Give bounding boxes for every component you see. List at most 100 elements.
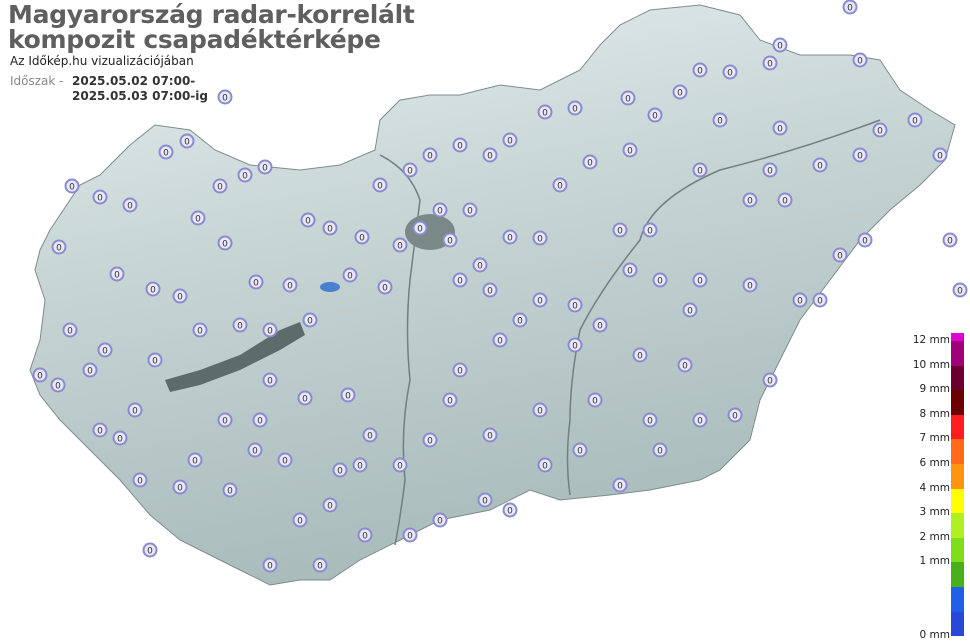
station-marker[interactable]: 0 xyxy=(372,177,388,193)
station-marker[interactable]: 0 xyxy=(357,527,373,543)
station-marker[interactable]: 0 xyxy=(512,312,528,328)
station-marker[interactable]: 0 xyxy=(192,322,208,338)
station-marker[interactable]: 0 xyxy=(942,232,958,248)
station-marker[interactable]: 0 xyxy=(592,317,608,333)
station-marker[interactable]: 0 xyxy=(109,266,125,282)
station-marker[interactable]: 0 xyxy=(612,477,628,493)
station-marker[interactable]: 0 xyxy=(302,312,318,328)
station-marker[interactable]: 0 xyxy=(692,272,708,288)
station-marker[interactable]: 0 xyxy=(172,479,188,495)
station-marker[interactable]: 0 xyxy=(482,147,498,163)
station-marker[interactable]: 0 xyxy=(145,281,161,297)
station-marker[interactable]: 0 xyxy=(51,239,67,255)
station-marker[interactable]: 0 xyxy=(262,322,278,338)
station-marker[interactable]: 0 xyxy=(452,362,468,378)
station-marker[interactable]: 0 xyxy=(907,112,923,128)
station-marker[interactable]: 0 xyxy=(340,387,356,403)
station-marker[interactable]: 0 xyxy=(722,64,738,80)
station-marker[interactable]: 0 xyxy=(692,162,708,178)
station-marker[interactable]: 0 xyxy=(62,322,78,338)
station-marker[interactable]: 0 xyxy=(50,377,66,393)
station-marker[interactable]: 0 xyxy=(567,297,583,313)
station-marker[interactable]: 0 xyxy=(92,189,108,205)
station-marker[interactable]: 0 xyxy=(179,133,195,149)
station-marker[interactable]: 0 xyxy=(647,107,663,123)
station-marker[interactable]: 0 xyxy=(852,147,868,163)
station-marker[interactable]: 0 xyxy=(442,392,458,408)
station-marker[interactable]: 0 xyxy=(482,427,498,443)
station-marker[interactable]: 0 xyxy=(432,202,448,218)
station-marker[interactable]: 0 xyxy=(642,222,658,238)
station-marker[interactable]: 0 xyxy=(537,457,553,473)
station-marker[interactable]: 0 xyxy=(252,412,268,428)
station-marker[interactable]: 0 xyxy=(222,482,238,498)
station-marker[interactable]: 0 xyxy=(552,177,568,193)
station-marker[interactable]: 0 xyxy=(127,402,143,418)
station-marker[interactable]: 0 xyxy=(97,342,113,358)
station-marker[interactable]: 0 xyxy=(82,362,98,378)
station-marker[interactable]: 0 xyxy=(762,372,778,388)
station-marker[interactable]: 0 xyxy=(158,144,174,160)
station-marker[interactable]: 0 xyxy=(412,220,428,236)
station-marker[interactable]: 0 xyxy=(402,162,418,178)
station-marker[interactable]: 0 xyxy=(352,457,368,473)
station-marker[interactable]: 0 xyxy=(262,557,278,573)
station-marker[interactable]: 0 xyxy=(652,442,668,458)
station-marker[interactable]: 0 xyxy=(852,52,868,68)
station-marker[interactable]: 0 xyxy=(282,277,298,293)
station-marker[interactable]: 0 xyxy=(532,230,548,246)
station-marker[interactable]: 0 xyxy=(402,527,418,543)
station-marker[interactable]: 0 xyxy=(452,272,468,288)
station-marker[interactable]: 0 xyxy=(492,332,508,348)
station-marker[interactable]: 0 xyxy=(762,55,778,71)
station-marker[interactable]: 0 xyxy=(692,412,708,428)
station-marker[interactable]: 0 xyxy=(147,352,163,368)
station-marker[interactable]: 0 xyxy=(612,222,628,238)
station-marker[interactable]: 0 xyxy=(932,147,948,163)
station-marker[interactable]: 0 xyxy=(432,512,448,528)
station-marker[interactable]: 0 xyxy=(567,100,583,116)
station-marker[interactable]: 0 xyxy=(772,37,788,53)
station-marker[interactable]: 0 xyxy=(212,178,228,194)
station-marker[interactable]: 0 xyxy=(812,157,828,173)
station-marker[interactable]: 0 xyxy=(832,247,848,263)
station-marker[interactable]: 0 xyxy=(322,220,338,236)
station-marker[interactable]: 0 xyxy=(190,210,206,226)
station-marker[interactable]: 0 xyxy=(292,512,308,528)
station-marker[interactable]: 0 xyxy=(422,147,438,163)
station-marker[interactable]: 0 xyxy=(112,430,128,446)
station-marker[interactable]: 0 xyxy=(32,367,48,383)
station-marker[interactable]: 0 xyxy=(377,279,393,295)
station-marker[interactable]: 0 xyxy=(742,192,758,208)
station-marker[interactable]: 0 xyxy=(532,292,548,308)
station-marker[interactable]: 0 xyxy=(842,0,858,15)
station-marker[interactable]: 0 xyxy=(792,292,808,308)
station-marker[interactable]: 0 xyxy=(217,89,233,105)
station-marker[interactable]: 0 xyxy=(237,167,253,183)
station-marker[interactable]: 0 xyxy=(332,462,348,478)
station-marker[interactable]: 0 xyxy=(632,347,648,363)
station-marker[interactable]: 0 xyxy=(392,457,408,473)
station-marker[interactable]: 0 xyxy=(727,407,743,423)
station-marker[interactable]: 0 xyxy=(682,302,698,318)
station-marker[interactable]: 0 xyxy=(582,154,598,170)
station-marker[interactable]: 0 xyxy=(620,90,636,106)
station-marker[interactable]: 0 xyxy=(362,427,378,443)
station-marker[interactable]: 0 xyxy=(572,442,588,458)
station-marker[interactable]: 0 xyxy=(777,192,793,208)
station-marker[interactable]: 0 xyxy=(122,197,138,213)
station-marker[interactable]: 0 xyxy=(762,162,778,178)
station-marker[interactable]: 0 xyxy=(392,237,408,253)
station-marker[interactable]: 0 xyxy=(452,137,468,153)
station-marker[interactable]: 0 xyxy=(232,317,248,333)
station-marker[interactable]: 0 xyxy=(142,542,158,558)
station-marker[interactable]: 0 xyxy=(502,132,518,148)
station-marker[interactable]: 0 xyxy=(300,212,316,228)
station-marker[interactable]: 0 xyxy=(277,452,293,468)
station-marker[interactable]: 0 xyxy=(322,497,338,513)
precipitation-map[interactable]: 0 0 0 0 0 0 0 0 0 0 0 0 0 0 0 0 0 0 0 0 0 0 0 0 0 0 0 0 0 0 0 0 0 0 0 0 0 0 0 0… xyxy=(0,0,970,592)
station-marker[interactable]: 0 xyxy=(857,232,873,248)
station-marker[interactable]: 0 xyxy=(672,84,688,100)
station-marker[interactable]: 0 xyxy=(692,62,708,78)
station-marker[interactable]: 0 xyxy=(952,282,968,298)
